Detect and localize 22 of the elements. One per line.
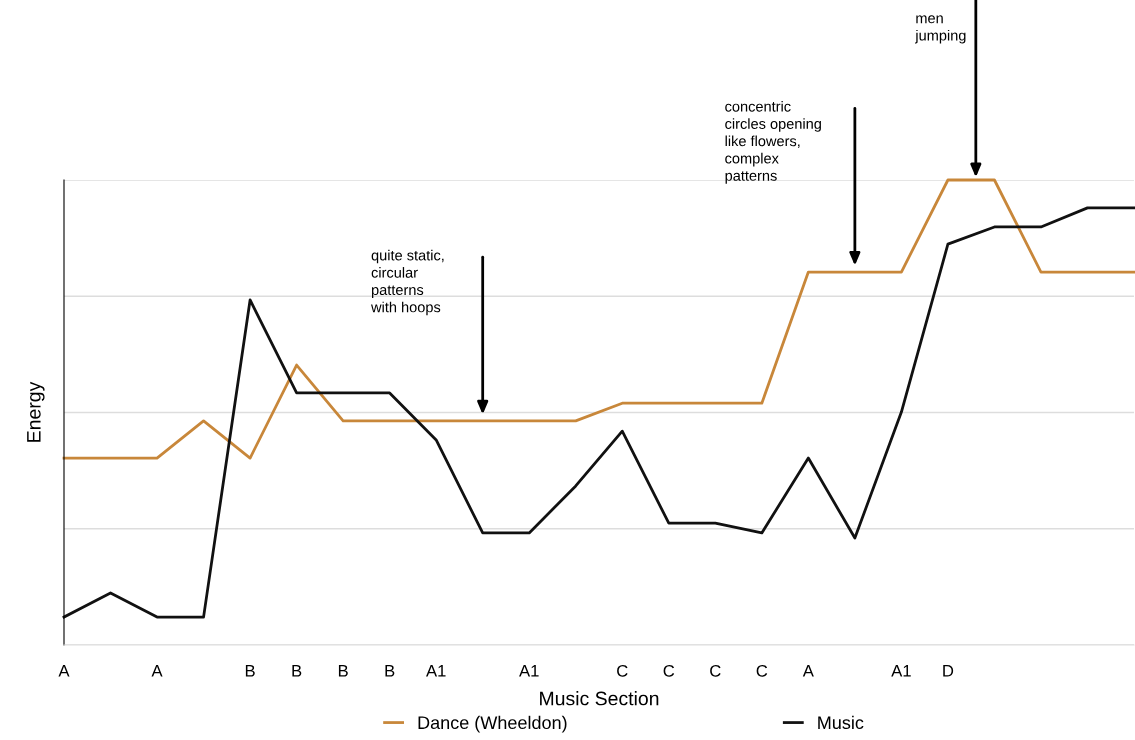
x-tick-label: A xyxy=(58,665,70,677)
annotation: quite static, circular patterns with hoops xyxy=(371,249,444,316)
x-tick-label: A xyxy=(802,665,814,677)
x-tick-label: D xyxy=(943,665,954,677)
annotation: concentric circles opening like flowers, complex patterns xyxy=(725,100,821,184)
x-tick-label: C xyxy=(756,664,768,677)
x-tick-label: A1 xyxy=(519,665,539,677)
x-tick-label: A xyxy=(151,665,163,677)
legend-label: Dance (Wheeldon) xyxy=(418,715,567,733)
legend-label: Music xyxy=(818,715,864,730)
x-tick-label: C xyxy=(617,664,628,677)
x-tick-label: A1 xyxy=(891,665,911,677)
x-tick-label: B xyxy=(245,665,255,677)
text: men jumping xyxy=(914,15,966,44)
y-axis-title: Energy xyxy=(27,381,45,442)
x-tick-label: C xyxy=(710,664,721,677)
x-tick-label: A1 xyxy=(426,665,446,677)
x-axis-title: Music Section xyxy=(540,691,659,706)
x-tick-label: B xyxy=(292,665,302,677)
x-tick-label: B xyxy=(385,665,395,677)
x-tick-label: B xyxy=(338,665,348,677)
x-tick-label: C xyxy=(663,664,675,677)
